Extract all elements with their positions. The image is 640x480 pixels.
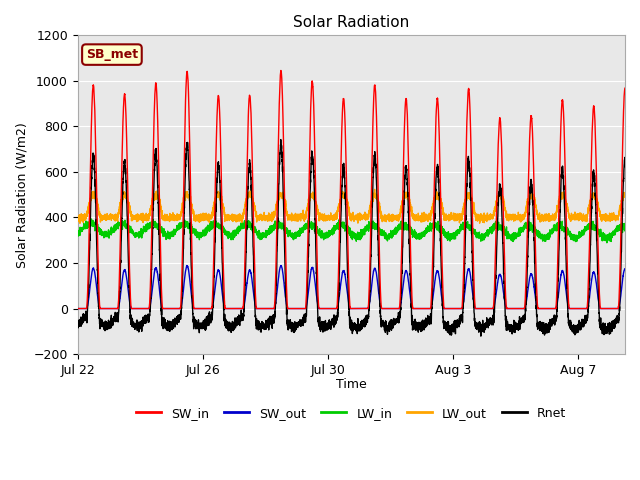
X-axis label: Time: Time [336, 378, 367, 391]
Title: Solar Radiation: Solar Radiation [293, 15, 410, 30]
Y-axis label: Solar Radiation (W/m2): Solar Radiation (W/m2) [15, 122, 28, 267]
Text: SB_met: SB_met [86, 48, 138, 61]
Legend: SW_in, SW_out, LW_in, LW_out, Rnet: SW_in, SW_out, LW_in, LW_out, Rnet [131, 402, 572, 425]
